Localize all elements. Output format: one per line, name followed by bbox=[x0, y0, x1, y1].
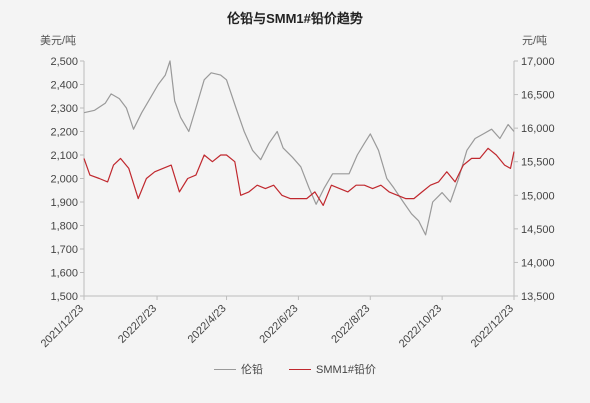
x-axis-tick-label: 2022/8/23 bbox=[329, 303, 372, 346]
right-axis-tick-label: 16,500 bbox=[521, 90, 555, 102]
left-axis-tick-label: 2,300 bbox=[50, 103, 78, 115]
legend-swatch-smm-lead bbox=[289, 368, 312, 370]
legend-swatch-lme-lead bbox=[214, 368, 237, 370]
legend-item-smm-lead: SMM1#铅价 bbox=[289, 361, 376, 377]
legend-label-smm-lead: SMM1#铅价 bbox=[316, 364, 376, 376]
legend-item-lme-lead: 伦铅 bbox=[214, 361, 263, 377]
left-axis-tick-label: 1,700 bbox=[50, 244, 78, 256]
left-axis-tick-label: 2,200 bbox=[50, 127, 78, 139]
right-axis-tick-label: 15,000 bbox=[521, 190, 555, 202]
right-axis-tick-label: 14,500 bbox=[521, 224, 555, 236]
right-axis-tick-label: 15,500 bbox=[521, 157, 555, 169]
left-axis-tick-label: 2,400 bbox=[50, 80, 78, 92]
right-axis-tick-label: 14,000 bbox=[521, 257, 555, 269]
x-axis-tick-label: 2021/12/23 bbox=[39, 303, 86, 350]
series-line-lme-lead bbox=[83, 60, 515, 236]
left-axis-tick-label: 1,900 bbox=[50, 197, 78, 209]
chart-title: 伦铅与SMM1#铅价趋势 bbox=[227, 11, 363, 26]
right-axis-unit: 元/吨 bbox=[522, 34, 547, 47]
x-axis-tick-label: 2022/2/23 bbox=[116, 303, 159, 346]
legend: 伦铅 SMM1#铅价 bbox=[0, 361, 590, 377]
x-axis-tick-label: 2022/10/23 bbox=[397, 303, 444, 350]
right-axis-tick-label: 17,000 bbox=[521, 56, 555, 68]
axes-layer: 1,500 1,600 1,700 1,800 1,900 2,000 2,100 2,200… bbox=[39, 56, 555, 350]
x-axis-tick-label: 2022/6/23 bbox=[257, 303, 300, 346]
left-axis-unit: 美元/吨 bbox=[40, 34, 76, 47]
left-axis-tick-label: 1,800 bbox=[50, 221, 78, 233]
x-axis-tick-label: 2022/12/23 bbox=[469, 303, 516, 350]
left-axis-tick-label: 1,500 bbox=[50, 291, 78, 303]
right-axis-tick-label: 16,000 bbox=[521, 123, 555, 135]
x-axis-tick-label: 2022/4/23 bbox=[186, 303, 229, 346]
series-line-smm-lead bbox=[83, 147, 515, 206]
series-layer bbox=[83, 60, 515, 236]
left-axis-tick-label: 1,600 bbox=[50, 268, 78, 280]
right-axis-tick-label: 13,500 bbox=[521, 291, 555, 303]
legend-label-lme-lead: 伦铅 bbox=[241, 364, 264, 376]
left-axis-tick-label: 2,100 bbox=[50, 150, 78, 162]
left-axis-tick-label: 2,500 bbox=[50, 56, 78, 68]
left-axis-tick-label: 2,000 bbox=[50, 174, 78, 186]
